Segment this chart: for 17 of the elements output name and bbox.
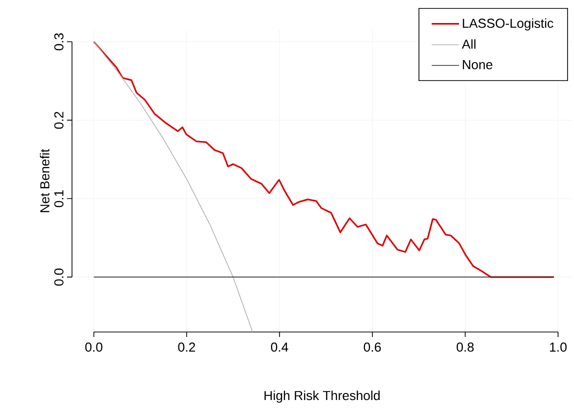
x-tick-label: 0.2 <box>178 342 196 352</box>
x-tick-label: 1.0 <box>550 342 567 352</box>
line-series <box>93 40 555 278</box>
x-tick-label: 0.0 <box>85 342 102 352</box>
legend-label: All <box>462 39 476 49</box>
legend-label: LASSO-Logistic <box>462 18 554 30</box>
x-tick-label: 0.8 <box>456 342 474 352</box>
y-tick-label: 0.3 <box>54 33 64 50</box>
legend-label: None <box>462 60 492 70</box>
x-axis-title: High Risk Threshold <box>264 390 380 403</box>
y-axis-title: Net Benefit <box>40 148 50 212</box>
y-tick-label: 0.1 <box>54 190 64 208</box>
x-tick-label: 0.4 <box>270 342 288 352</box>
x-tick-label: 0.6 <box>364 342 381 352</box>
y-tick-label: 0.2 <box>54 112 64 129</box>
line-series <box>93 41 253 332</box>
y-tick-label: 0.0 <box>54 268 64 286</box>
